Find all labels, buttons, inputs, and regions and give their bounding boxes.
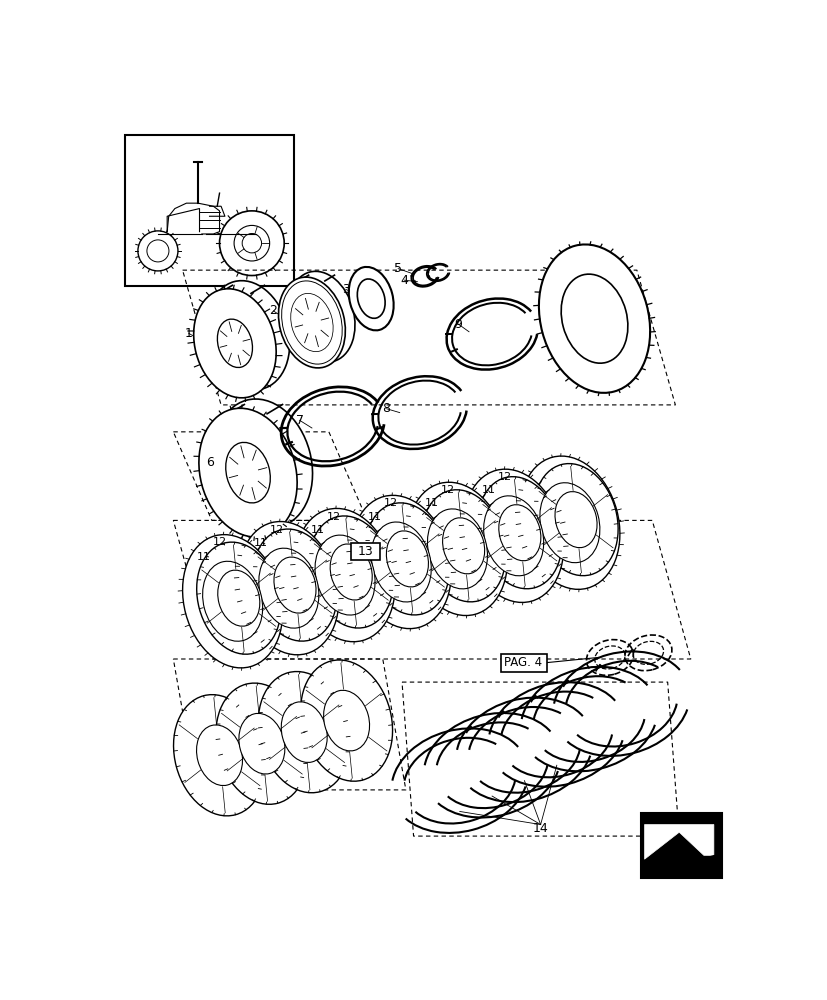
Text: 10: 10 (559, 300, 575, 313)
Ellipse shape (519, 456, 619, 589)
Ellipse shape (238, 522, 338, 655)
Ellipse shape (214, 399, 312, 528)
Ellipse shape (278, 277, 345, 368)
Text: 11: 11 (254, 538, 268, 548)
Ellipse shape (294, 508, 394, 642)
Ellipse shape (365, 503, 449, 615)
Text: 7: 7 (295, 414, 304, 427)
Ellipse shape (300, 660, 392, 781)
Bar (640, 813, 720, 878)
Text: 14: 14 (532, 822, 547, 835)
FancyBboxPatch shape (351, 543, 380, 560)
Ellipse shape (330, 544, 372, 600)
Ellipse shape (218, 319, 252, 368)
Ellipse shape (357, 279, 385, 318)
Ellipse shape (218, 570, 260, 626)
Ellipse shape (386, 531, 428, 587)
Text: 5: 5 (394, 262, 402, 275)
Ellipse shape (216, 683, 308, 804)
Ellipse shape (281, 281, 342, 364)
Polygon shape (643, 825, 713, 859)
Ellipse shape (370, 522, 431, 602)
Ellipse shape (194, 289, 276, 398)
Ellipse shape (203, 561, 262, 641)
Ellipse shape (288, 271, 355, 362)
Ellipse shape (197, 542, 280, 654)
Ellipse shape (463, 469, 563, 602)
Ellipse shape (554, 492, 596, 548)
Ellipse shape (483, 496, 543, 576)
Text: 11: 11 (197, 552, 211, 562)
Ellipse shape (427, 509, 487, 589)
Ellipse shape (281, 702, 327, 762)
Ellipse shape (174, 695, 265, 816)
Ellipse shape (421, 490, 505, 602)
Text: 1: 1 (184, 327, 193, 340)
Text: 12: 12 (213, 537, 227, 547)
Ellipse shape (323, 690, 369, 751)
Ellipse shape (207, 281, 289, 390)
Ellipse shape (259, 548, 318, 628)
Ellipse shape (198, 408, 297, 537)
Ellipse shape (477, 477, 562, 589)
Ellipse shape (308, 516, 393, 628)
Ellipse shape (290, 293, 332, 352)
Ellipse shape (538, 244, 649, 393)
Ellipse shape (258, 672, 350, 793)
Text: 11: 11 (368, 512, 381, 522)
Ellipse shape (239, 713, 284, 774)
Text: 11: 11 (481, 485, 495, 495)
Text: PAG. 4: PAG. 4 (504, 656, 542, 669)
Ellipse shape (561, 274, 627, 363)
Ellipse shape (274, 557, 316, 613)
Ellipse shape (314, 535, 375, 615)
Text: 12: 12 (269, 525, 283, 535)
Text: 3: 3 (342, 283, 349, 296)
FancyBboxPatch shape (500, 654, 546, 672)
Ellipse shape (351, 495, 451, 629)
Text: 9: 9 (454, 318, 461, 331)
Ellipse shape (348, 267, 393, 330)
Text: 6: 6 (206, 456, 214, 469)
Text: 13: 13 (357, 545, 373, 558)
Ellipse shape (252, 529, 337, 641)
Ellipse shape (183, 535, 282, 668)
Ellipse shape (196, 725, 242, 786)
Text: 11: 11 (424, 498, 438, 508)
Text: 12: 12 (497, 472, 511, 482)
Ellipse shape (498, 505, 540, 561)
Text: 2: 2 (269, 304, 277, 317)
Ellipse shape (442, 518, 484, 574)
Bar (125, 135, 294, 286)
Ellipse shape (407, 482, 507, 616)
Text: 4: 4 (400, 274, 408, 287)
Ellipse shape (539, 483, 600, 563)
Text: 12: 12 (440, 485, 454, 495)
Ellipse shape (292, 295, 332, 350)
Text: 11: 11 (311, 525, 325, 535)
Text: 8: 8 (382, 402, 390, 415)
Text: 12: 12 (383, 498, 397, 508)
Text: 12: 12 (326, 512, 340, 522)
Ellipse shape (533, 464, 618, 576)
Polygon shape (643, 855, 717, 875)
Ellipse shape (226, 442, 270, 503)
